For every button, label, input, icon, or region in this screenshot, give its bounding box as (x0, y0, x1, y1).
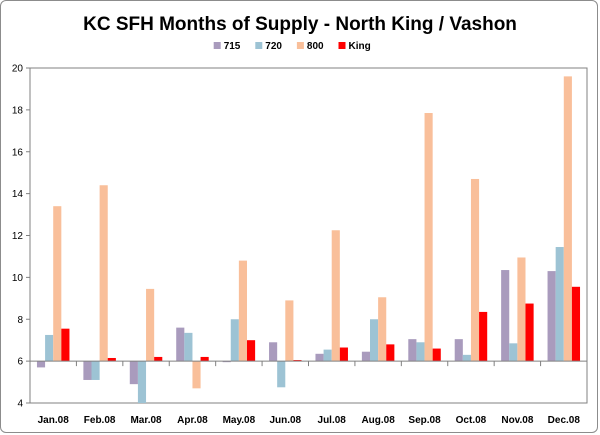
bar-800 (378, 297, 387, 362)
legend-label: 715 (224, 41, 241, 52)
y-tick-label: 10 (12, 273, 24, 284)
bar-800 (238, 260, 247, 362)
y-tick-label: 14 (12, 189, 24, 200)
x-tick-label: Sep.08 (408, 415, 441, 426)
bar-715 (36, 361, 46, 368)
bar-800 (99, 185, 108, 362)
y-tick-label: 18 (12, 105, 24, 116)
x-tick-label: Nov.08 (501, 415, 533, 426)
bar-715 (269, 342, 278, 362)
bar-king (107, 357, 116, 362)
legend-label: 720 (265, 41, 282, 52)
x-tick-label: Apr.08 (177, 415, 208, 426)
bar-715 (222, 361, 231, 363)
bar-800 (192, 361, 201, 389)
bar-715 (547, 271, 556, 362)
bar-king (293, 360, 302, 362)
bar-king (479, 311, 488, 362)
legend-label: 800 (307, 41, 324, 52)
y-tick-label: 12 (12, 231, 24, 242)
bar-king (432, 348, 441, 362)
bar-720 (230, 319, 239, 362)
bar-800 (146, 288, 155, 362)
legend-swatch (338, 42, 346, 49)
y-tick-label: 16 (12, 147, 24, 158)
x-tick-label: Jun.08 (269, 415, 301, 426)
x-tick-label: Dec.08 (548, 415, 581, 426)
x-tick-label: Jul.08 (318, 415, 347, 426)
bar-800 (517, 257, 526, 362)
x-tick-label: Aug.08 (361, 415, 395, 426)
y-tick-label: 20 (12, 64, 24, 75)
bar-series-group (36, 76, 581, 403)
bar-720 (416, 342, 425, 362)
legend-swatch (213, 42, 221, 49)
series-king (61, 286, 581, 362)
bar-715 (83, 361, 92, 380)
bar-720 (509, 343, 518, 362)
chart-title: KC SFH Months of Supply - North King / V… (83, 14, 517, 35)
bar-715 (408, 339, 417, 362)
bar-715 (129, 361, 138, 385)
legend-swatch (296, 42, 304, 49)
bar-715 (176, 327, 185, 362)
y-axis: 4 6 8 10 12 14 16 18 20 (12, 64, 30, 410)
bar-720 (184, 332, 193, 362)
series-715 (36, 270, 556, 385)
x-axis: Jan.08 Feb.08 Mar.08 Apr.08 May.08 Jun.08 Jul.… (29, 360, 588, 426)
bar-715 (315, 353, 324, 362)
bar-720 (462, 354, 471, 362)
series-720 (45, 247, 564, 403)
bar-720 (370, 319, 379, 362)
bar-king (386, 344, 395, 362)
bar-king (61, 328, 70, 362)
bar-king (571, 286, 581, 362)
bar-715 (454, 339, 463, 362)
x-tick-label: Jan.08 (38, 415, 70, 426)
bar-800 (470, 178, 480, 362)
bar-800 (563, 76, 572, 362)
bar-720 (555, 247, 564, 362)
x-tick-label: Oct.08 (456, 415, 487, 426)
bar-720 (45, 334, 54, 362)
x-tick-label: Mar.08 (130, 415, 162, 426)
x-tick-label: May.08 (223, 415, 256, 426)
bar-800 (285, 300, 294, 362)
x-tick-label: Feb.08 (84, 415, 116, 426)
bar-800 (53, 206, 62, 362)
y-tick-label: 6 (17, 357, 23, 368)
bar-king (246, 340, 256, 362)
bar-720 (323, 349, 332, 362)
y-tick-label: 8 (17, 315, 23, 326)
legend-label: King (349, 41, 371, 52)
bar-720 (137, 361, 147, 403)
series-800 (53, 76, 572, 389)
bar-king (339, 347, 348, 362)
bar-800 (331, 230, 340, 362)
bar-king (154, 356, 163, 362)
bar-king (200, 356, 209, 362)
bar-720 (91, 361, 100, 380)
legend-swatch (255, 42, 263, 49)
chart-legend: 715 720 800 King (213, 41, 371, 52)
bar-720 (277, 361, 286, 388)
y-tick-label: 4 (17, 399, 23, 410)
bar-715 (501, 270, 510, 362)
bar-king (525, 303, 534, 362)
bar-715 (361, 351, 371, 362)
bar-800 (424, 113, 433, 362)
